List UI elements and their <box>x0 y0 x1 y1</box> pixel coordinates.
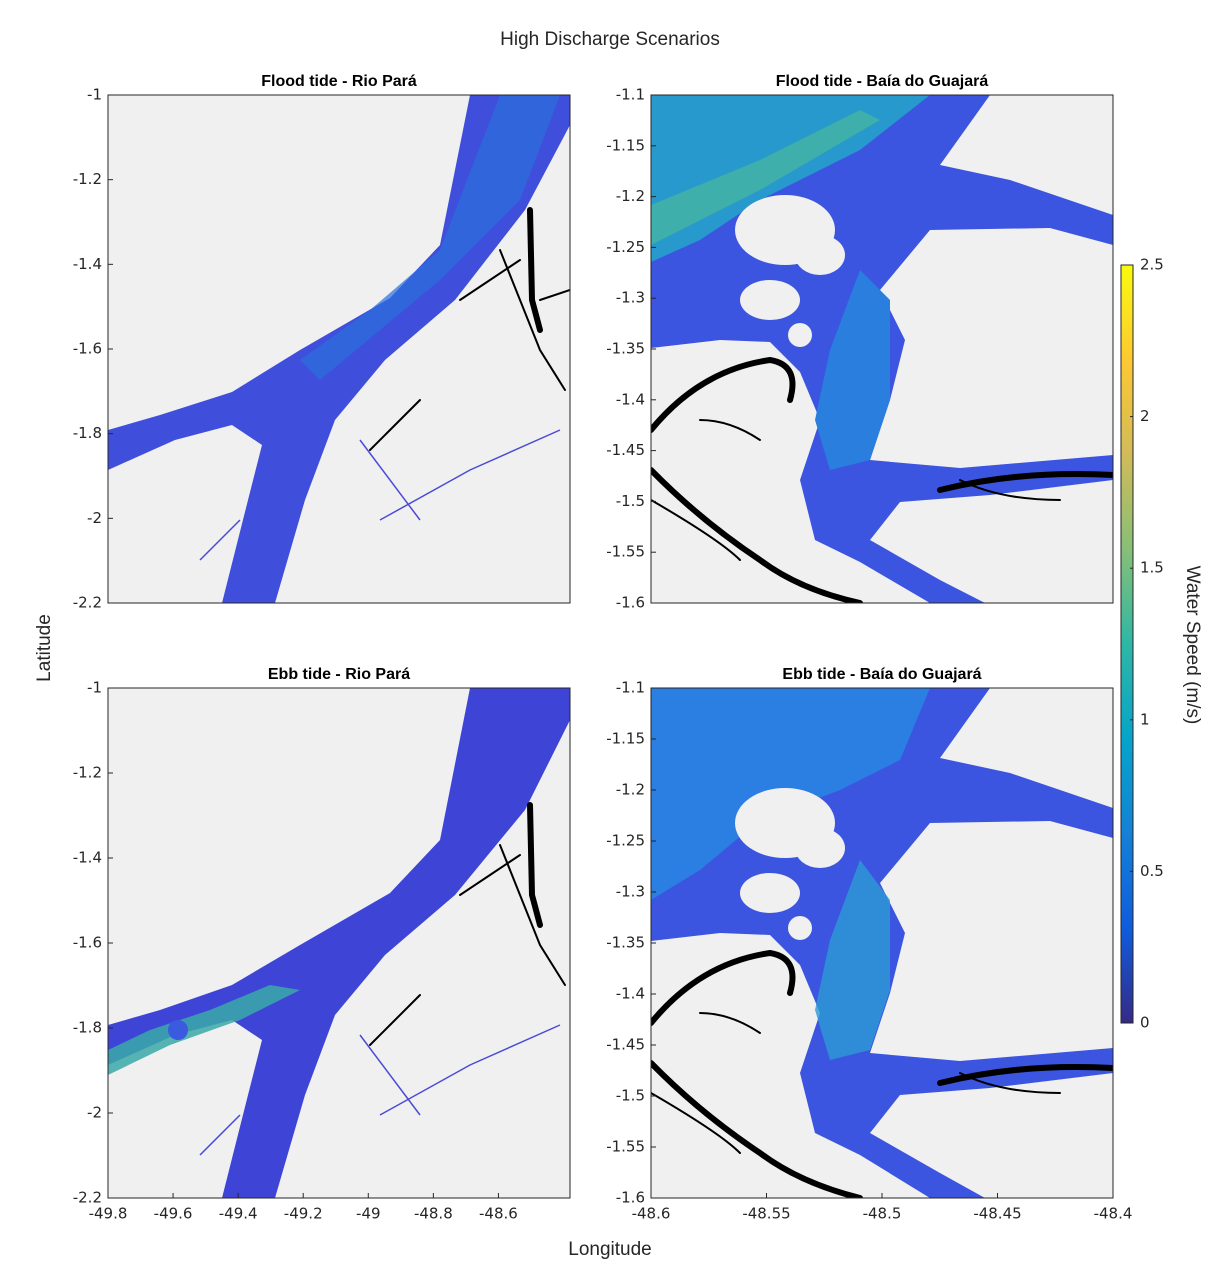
map-water <box>108 688 570 1198</box>
y-tick-label: -1.1 <box>616 86 645 104</box>
panel-title: Flood tide - Rio Pará <box>261 73 417 90</box>
y-tick-label: -1.25 <box>606 238 645 256</box>
x-tick-label: -48.6 <box>632 1205 671 1223</box>
y-tick-label: -1.55 <box>606 543 645 561</box>
colorbar-tick-label: 1 <box>1140 710 1150 728</box>
map-water <box>651 95 1113 603</box>
y-tick-label: -1.6 <box>616 1189 645 1207</box>
colorbar <box>1120 264 1134 1024</box>
colorbar-tick-label: 2 <box>1140 407 1150 425</box>
y-tick-label: -1.6 <box>73 340 102 358</box>
x-tick-label: -48.5 <box>863 1205 902 1223</box>
y-tick-label: -1.4 <box>616 985 645 1003</box>
x-tick-label: -49.4 <box>219 1205 258 1223</box>
panel-title: Ebb tide - Rio Pará <box>268 666 410 683</box>
y-tick-label: -1.15 <box>606 730 645 748</box>
y-tick-label: -1.2 <box>73 170 102 188</box>
x-tick-label: -49.8 <box>89 1205 128 1223</box>
x-tick-label: -48.45 <box>973 1205 1021 1223</box>
figure-title: High Discharge Scenarios <box>500 29 720 50</box>
y-tick-label: -1.3 <box>616 289 645 307</box>
x-axis-label: Longitude <box>568 1239 651 1260</box>
colorbar-tick-label: 0 <box>1140 1014 1150 1032</box>
y-tick-label: -1 <box>87 86 102 104</box>
y-tick-label: -1.3 <box>616 883 645 901</box>
colorbar-tick-label: 1.5 <box>1140 559 1164 577</box>
y-tick-label: -1.4 <box>73 255 102 273</box>
x-tick-label: -48.4 <box>1094 1205 1133 1223</box>
y-tick-label: -1.25 <box>606 832 645 850</box>
y-tick-label: -1.2 <box>73 764 102 782</box>
y-tick-label: -2 <box>87 1104 102 1122</box>
y-tick-label: -1.35 <box>606 340 645 358</box>
map-water <box>651 688 1113 1198</box>
y-tick-label: -1.45 <box>606 1036 645 1054</box>
y-tick-label: -1.6 <box>73 934 102 952</box>
y-tick-label: -1.45 <box>606 441 645 459</box>
y-axis-label: Latitude <box>34 614 55 682</box>
y-tick-label: -1.4 <box>616 390 645 408</box>
y-tick-label: -1.55 <box>606 1138 645 1156</box>
y-tick-label: -2 <box>87 509 102 527</box>
y-tick-label: -1.5 <box>616 1087 645 1105</box>
y-tick-label: -1.35 <box>606 934 645 952</box>
y-tick-label: -1.2 <box>616 187 645 205</box>
y-tick-label: -1 <box>87 679 102 697</box>
y-tick-label: -1.8 <box>73 1019 102 1037</box>
y-tick-label: -1.8 <box>73 424 102 442</box>
y-tick-label: -2.2 <box>73 1189 102 1207</box>
y-tick-label: -2.2 <box>73 594 102 612</box>
colorbar-label: Water Speed (m/s) <box>1182 566 1203 725</box>
colorbar-tick-label: 2.5 <box>1140 256 1164 274</box>
x-tick-label: -48.8 <box>414 1205 453 1223</box>
y-tick-label: -1.5 <box>616 492 645 510</box>
x-tick-label: -49 <box>356 1205 381 1223</box>
x-tick-label: -48.6 <box>479 1205 518 1223</box>
y-tick-label: -1.15 <box>606 136 645 154</box>
x-tick-label: -48.55 <box>742 1205 790 1223</box>
y-tick-label: -1.6 <box>616 594 645 612</box>
map-shapes <box>108 95 1113 1198</box>
axes: Flood tide - Rio Pará -1 -1.2 -1.4 -1.6 -1.8 -… <box>73 73 1164 1222</box>
x-tick-label: -49.2 <box>284 1205 323 1223</box>
y-tick-label: -1.4 <box>73 849 102 867</box>
colorbar-tick-label: 0.5 <box>1140 862 1164 880</box>
panel-title: Ebb tide - Baía do Guajará <box>782 666 981 683</box>
y-tick-label: -1.1 <box>616 679 645 697</box>
map-water <box>108 95 570 603</box>
x-tick-label: -49.6 <box>154 1205 193 1223</box>
panel-title: Flood tide - Baía do Guajará <box>776 73 989 90</box>
y-tick-label: -1.2 <box>616 781 645 799</box>
